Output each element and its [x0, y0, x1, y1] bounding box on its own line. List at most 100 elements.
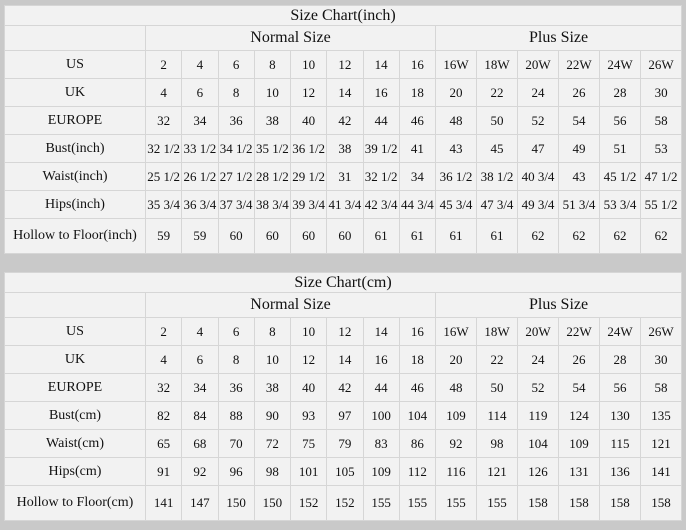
size-cell: 38 3/4 — [253, 190, 292, 219]
size-cell: 42 — [326, 373, 364, 402]
size-chart-cm: Size Chart(cm) Normal Size Plus Size US 2 4 6 8… — [3, 272, 683, 521]
size-cell: 141 — [639, 457, 683, 486]
size-cell: 92 — [435, 429, 477, 458]
size-cell: 4 — [144, 345, 183, 374]
size-cell: 109 — [362, 457, 400, 486]
size-cell: 26 — [558, 78, 600, 107]
group-header-row: Normal Size Plus Size — [4, 25, 683, 51]
size-cell: 22 — [476, 345, 518, 374]
size-cell: 91 — [144, 457, 183, 486]
size-cell: 141 — [144, 485, 183, 521]
size-cell: 114 — [476, 401, 518, 430]
size-cell: 16W — [435, 317, 477, 346]
size-cell: 48 — [435, 373, 477, 402]
size-cell: 158 — [599, 485, 641, 521]
size-cell: 32 1/2 — [144, 134, 183, 163]
size-cell: 46 — [398, 106, 437, 135]
size-cell: 12 — [326, 317, 364, 346]
size-cell: 10 — [289, 50, 328, 79]
size-cell: 6 — [181, 345, 219, 374]
size-cell: 12 — [289, 345, 328, 374]
size-cell: 124 — [558, 401, 600, 430]
table-row: Hollow to Floor(cm) 141 147 150 150 152 152 155… — [4, 485, 683, 521]
size-cell: 93 — [289, 401, 328, 430]
size-cell: 20 — [435, 78, 477, 107]
blank-cell — [4, 25, 146, 51]
size-cell: 121 — [639, 429, 683, 458]
size-cell: 50 — [476, 106, 518, 135]
size-cell: 16 — [362, 345, 400, 374]
size-cell: 28 — [599, 345, 641, 374]
size-cell: 82 — [144, 401, 183, 430]
size-cell: 62 — [558, 218, 600, 254]
size-cell: 121 — [476, 457, 518, 486]
size-cell: 97 — [326, 401, 364, 430]
size-cell: 98 — [253, 457, 292, 486]
size-cell: 92 — [181, 457, 219, 486]
size-cell: 90 — [253, 401, 292, 430]
row-label: UK — [4, 345, 146, 374]
size-cell: 54 — [558, 373, 600, 402]
table-row: UK 4 6 8 10 12 14 16 18 20 22 24 26 28 30 — [4, 78, 683, 107]
size-cell: 86 — [398, 429, 437, 458]
size-cell: 56 — [599, 373, 641, 402]
size-cell: 53 — [639, 134, 683, 163]
size-cell: 136 — [599, 457, 641, 486]
size-cell: 59 — [144, 218, 183, 254]
size-cell: 37 3/4 — [217, 190, 255, 219]
size-cell: 147 — [181, 485, 219, 521]
size-cell: 18 — [398, 345, 437, 374]
size-cell: 27 1/2 — [217, 162, 255, 191]
size-cell: 22 — [476, 78, 518, 107]
size-cell: 83 — [362, 429, 400, 458]
size-cell: 6 — [181, 78, 219, 107]
size-cell: 38 — [253, 106, 292, 135]
size-cell: 55 1/2 — [639, 190, 683, 219]
size-cell: 26 — [558, 345, 600, 374]
size-cell: 38 1/2 — [476, 162, 518, 191]
size-cell: 8 — [217, 345, 255, 374]
size-cell: 61 — [476, 218, 518, 254]
size-cell: 51 — [599, 134, 641, 163]
size-cell: 47 — [517, 134, 559, 163]
size-cell: 16W — [435, 50, 477, 79]
size-cell: 104 — [517, 429, 559, 458]
size-cell: 10 — [253, 78, 292, 107]
size-cell: 18W — [476, 317, 518, 346]
size-cell: 40 — [289, 106, 328, 135]
size-cell: 34 — [398, 162, 437, 191]
size-cell: 104 — [398, 401, 437, 430]
size-cell: 152 — [289, 485, 328, 521]
size-cell: 18W — [476, 50, 518, 79]
size-cell: 72 — [253, 429, 292, 458]
group-header-row: Normal Size Plus Size — [4, 292, 683, 318]
size-cell: 34 — [181, 373, 219, 402]
size-cell: 150 — [253, 485, 292, 521]
size-cell: 59 — [181, 218, 219, 254]
size-chart-inch: Size Chart(inch) Normal Size Plus Size US 2 4… — [3, 5, 683, 254]
size-cell: 45 3/4 — [435, 190, 477, 219]
size-cell: 152 — [326, 485, 364, 521]
plus-size-header: Plus Size — [434, 292, 683, 318]
row-label: EUROPE — [4, 373, 146, 402]
size-cell: 155 — [435, 485, 477, 521]
size-cell: 36 — [217, 373, 255, 402]
plus-size-header: Plus Size — [434, 25, 683, 51]
size-cell: 131 — [558, 457, 600, 486]
size-cell: 28 — [599, 78, 641, 107]
size-cell: 158 — [517, 485, 559, 521]
size-cell: 12 — [289, 78, 328, 107]
size-cell: 98 — [476, 429, 518, 458]
size-cell: 43 — [558, 162, 600, 191]
size-cell: 48 — [435, 106, 477, 135]
size-cell: 46 — [398, 373, 437, 402]
size-cell: 8 — [253, 50, 292, 79]
size-cell: 31 — [326, 162, 364, 191]
size-cell: 16 — [398, 317, 437, 346]
blank-cell — [4, 292, 146, 318]
size-cell: 8 — [217, 78, 255, 107]
size-cell: 14 — [326, 78, 364, 107]
row-label: US — [4, 50, 146, 79]
row-label: Hips(inch) — [4, 190, 146, 219]
size-cell: 155 — [476, 485, 518, 521]
